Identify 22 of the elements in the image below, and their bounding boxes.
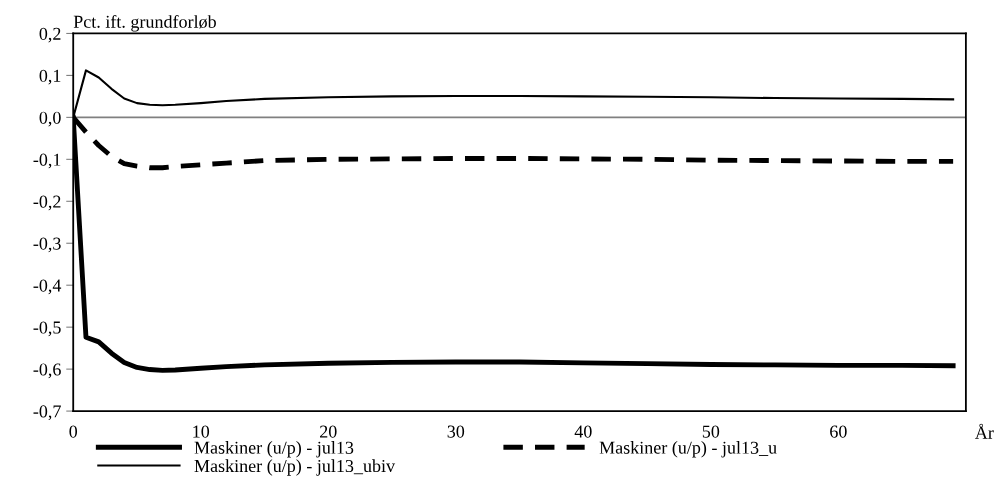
y-tick-label: 0,0 bbox=[39, 111, 61, 127]
y-tick-label: -0,7 bbox=[33, 405, 61, 421]
legend-label: Maskiner (u/p) - jul13_u bbox=[599, 441, 777, 458]
legend-label: Maskiner (u/p) - jul13 bbox=[194, 441, 354, 458]
x-tick-label: 30 bbox=[447, 425, 465, 438]
y-tick-label: -0,1 bbox=[33, 153, 61, 169]
x-tick-label: 50 bbox=[702, 425, 720, 438]
x-tick-label: 0 bbox=[69, 425, 78, 438]
x-axis-title: År bbox=[974, 423, 994, 439]
x-tick-label: 60 bbox=[830, 425, 847, 438]
y-tick-label: -0,5 bbox=[33, 321, 61, 337]
y-tick-label: -0,3 bbox=[33, 237, 61, 253]
y-tick-label: 0,2 bbox=[39, 27, 61, 43]
y-tick-label: 0,1 bbox=[39, 69, 61, 85]
x-tick-label: 10 bbox=[193, 425, 210, 438]
x-tick-label: 20 bbox=[320, 425, 337, 438]
y-tick-label: -0,6 bbox=[33, 363, 61, 379]
y-axis-title: Pct. ift. grundforløb bbox=[73, 14, 216, 32]
y-tick-label: -0,4 bbox=[33, 279, 62, 295]
x-tick-label: 40 bbox=[574, 425, 592, 438]
legend-label: Maskiner (u/p) - jul13_ubiv bbox=[194, 459, 396, 476]
y-tick-label: -0,2 bbox=[33, 195, 61, 211]
